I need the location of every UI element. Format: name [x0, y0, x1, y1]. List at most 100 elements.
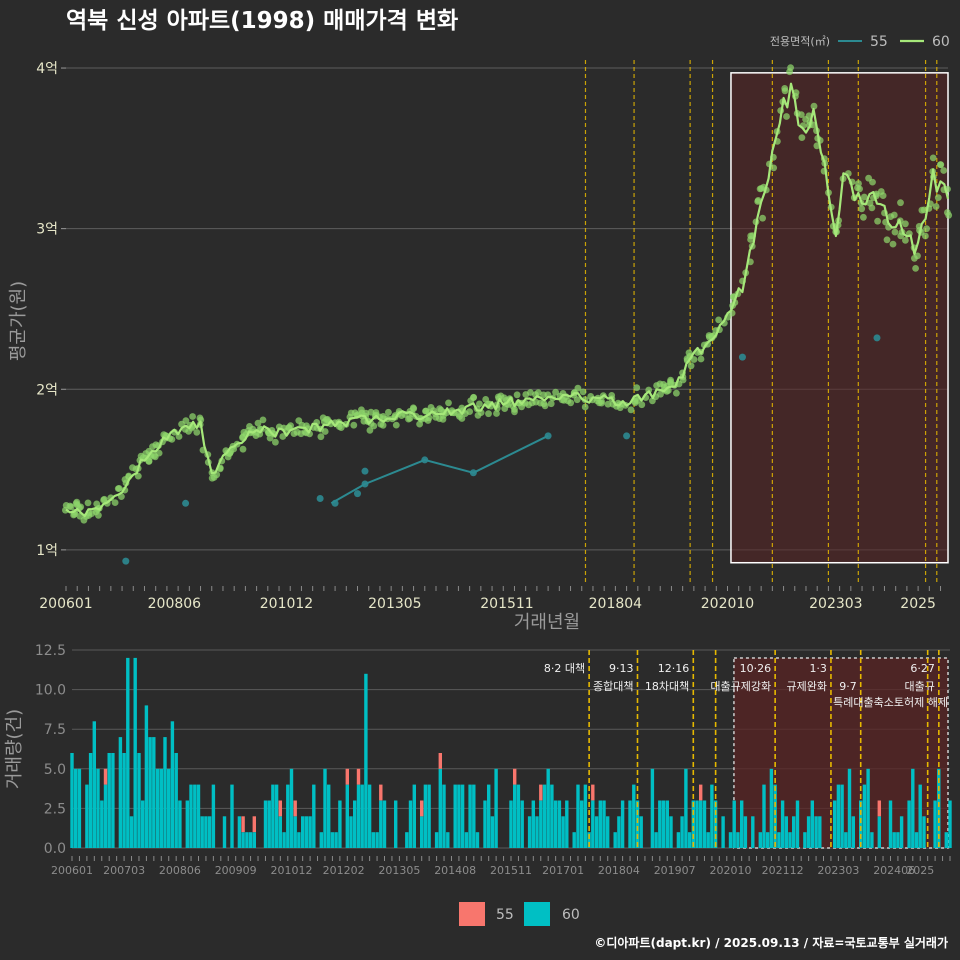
volume-bar-60-24193 — [520, 800, 524, 848]
volume-bar-60-24224 — [635, 800, 640, 848]
volume-bar-60-24264 — [784, 816, 788, 848]
volume-bar-55-24155 — [379, 784, 383, 801]
series-60-point-219 — [439, 415, 447, 423]
volume-bar-60-24118 — [241, 832, 245, 848]
volume-bar-60-24082 — [107, 753, 111, 848]
volume-bar-60-24207 — [572, 832, 576, 848]
volume-bar-60-24180 — [472, 784, 476, 848]
volume-bar-60-24222 — [628, 800, 632, 848]
volume-bar-60-24154 — [375, 832, 379, 848]
volume-bar-55-24289 — [877, 800, 881, 817]
series-60-point-292 — [574, 384, 582, 392]
volume-bar-60-24089 — [133, 657, 137, 848]
series-60-point-276 — [541, 402, 549, 410]
series-60-point-78 — [197, 416, 205, 424]
volume-bar-60-24195 — [527, 816, 532, 848]
volume-bar-60-24298 — [911, 768, 915, 848]
series-60-point-396 — [786, 68, 793, 76]
volume-bar-60-24198 — [539, 800, 543, 848]
price-policy-lines — [584, 60, 938, 582]
volume-bar-60-24163 — [408, 800, 413, 848]
volume-bar-60-24273 — [818, 816, 822, 848]
series-60-point-338 — [673, 389, 680, 397]
volume-bar-60-24293 — [892, 832, 896, 848]
volume-bar-60-24126 — [271, 784, 275, 848]
volume-bar-60-24119 — [245, 832, 249, 848]
series-60-marks — [62, 64, 953, 524]
volume-bar-60-24137 — [312, 784, 316, 848]
price-y-axis-title: 평균가(원) — [8, 281, 29, 361]
volume-bar-60-24301 — [922, 816, 926, 848]
volume-bar-60-24218 — [613, 832, 617, 848]
series-60-point-122 — [272, 438, 279, 446]
volume-bar-60-24202 — [553, 800, 558, 848]
volume-bar-60-24249 — [728, 832, 733, 848]
volume-bar-60-24192 — [516, 784, 521, 848]
series-60-point-460 — [912, 265, 919, 272]
series-60-point-314 — [627, 406, 635, 414]
volume-bar-60-24230 — [658, 800, 662, 848]
price-ytick-label-0: 1억 — [36, 543, 58, 559]
volume-bar-60-24150 — [360, 784, 364, 848]
volume-bar-60-24232 — [665, 800, 669, 848]
volume-bar-60-24105 — [193, 784, 197, 848]
series-55-point-9 — [544, 432, 552, 440]
volume-bar-60-24272 — [814, 816, 818, 848]
series-55-point-10 — [623, 432, 631, 440]
series-60-point-438 — [869, 178, 876, 186]
volume-bar-60-24125 — [267, 800, 271, 848]
volume-bar-60-24172 — [442, 784, 446, 848]
series-60-point-232 — [466, 408, 473, 415]
volume-bar-60-24143 — [334, 832, 338, 848]
volume-bar-60-24295 — [899, 816, 904, 848]
volume-bar-60-24211 — [587, 832, 591, 848]
price-highlight-region — [730, 72, 949, 564]
volume-bar-60-24168 — [427, 784, 431, 848]
volume-bar-60-24210 — [583, 784, 588, 848]
policy-label-name-4: 대출규제강화 — [710, 680, 771, 693]
series-60-point-336 — [667, 376, 674, 384]
volume-bar-60-24162 — [405, 832, 409, 848]
volume-bar-60-24239 — [691, 800, 695, 848]
chart-title: 역북 신성 아파트(1998) 매매가격 변화 — [66, 8, 458, 34]
price-xtick-label-4: 201511 — [480, 596, 533, 612]
volume-bar-60-24287 — [870, 832, 874, 848]
series-60-point-173 — [367, 408, 375, 416]
series-60-point-146 — [321, 428, 329, 435]
volume-bar-60-24229 — [654, 832, 658, 848]
series-60-point-74 — [189, 413, 197, 420]
volume-bar-60-24093 — [148, 737, 152, 848]
volume-bar-60-24110 — [211, 784, 216, 848]
volume-bar-60-24203 — [557, 800, 562, 848]
series-60-point-260 — [513, 391, 521, 399]
volume-bar-60-24127 — [274, 784, 279, 848]
volume-bar-60-24213 — [594, 816, 599, 848]
volume-bar-60-24096 — [159, 768, 163, 848]
volume-bar-60-24080 — [100, 800, 104, 848]
volume-bar-60-24214 — [598, 800, 602, 848]
series-60-point-57 — [155, 449, 163, 457]
volume-xtick-label-0: 200601 — [51, 864, 93, 877]
footer-credit: ©디아파트(dapt.kr) / 2025.09.13 / 자료=국토교통부 실… — [594, 935, 948, 950]
volume-bar-60-24179 — [468, 784, 472, 848]
volume-bar-60-24100 — [174, 753, 178, 848]
series-60-point-444 — [879, 192, 887, 200]
series-60-point-291 — [573, 396, 581, 404]
volume-bar-60-24086 — [122, 753, 126, 848]
volume-bar-60-24308 — [948, 800, 952, 848]
volume-bar-60-24117 — [237, 816, 242, 848]
series-60-point-304 — [604, 400, 612, 408]
volume-bar-60-24144 — [338, 800, 342, 848]
volume-bar-60-24183 — [483, 800, 487, 848]
series-60-point-449 — [889, 240, 897, 248]
volume-bar-60-24151 — [364, 673, 368, 848]
volume-xtick-label-16: 2025 — [906, 864, 934, 877]
series-60-point-280 — [552, 388, 559, 396]
legend-bar-label-55: 55 — [496, 907, 514, 923]
series-60-point-3 — [67, 503, 75, 511]
series-60-point-31 — [114, 485, 122, 492]
volume-bar-60-24307 — [944, 832, 948, 848]
series-60-point-64 — [168, 436, 176, 443]
volume-bar-60-24250 — [732, 800, 736, 848]
